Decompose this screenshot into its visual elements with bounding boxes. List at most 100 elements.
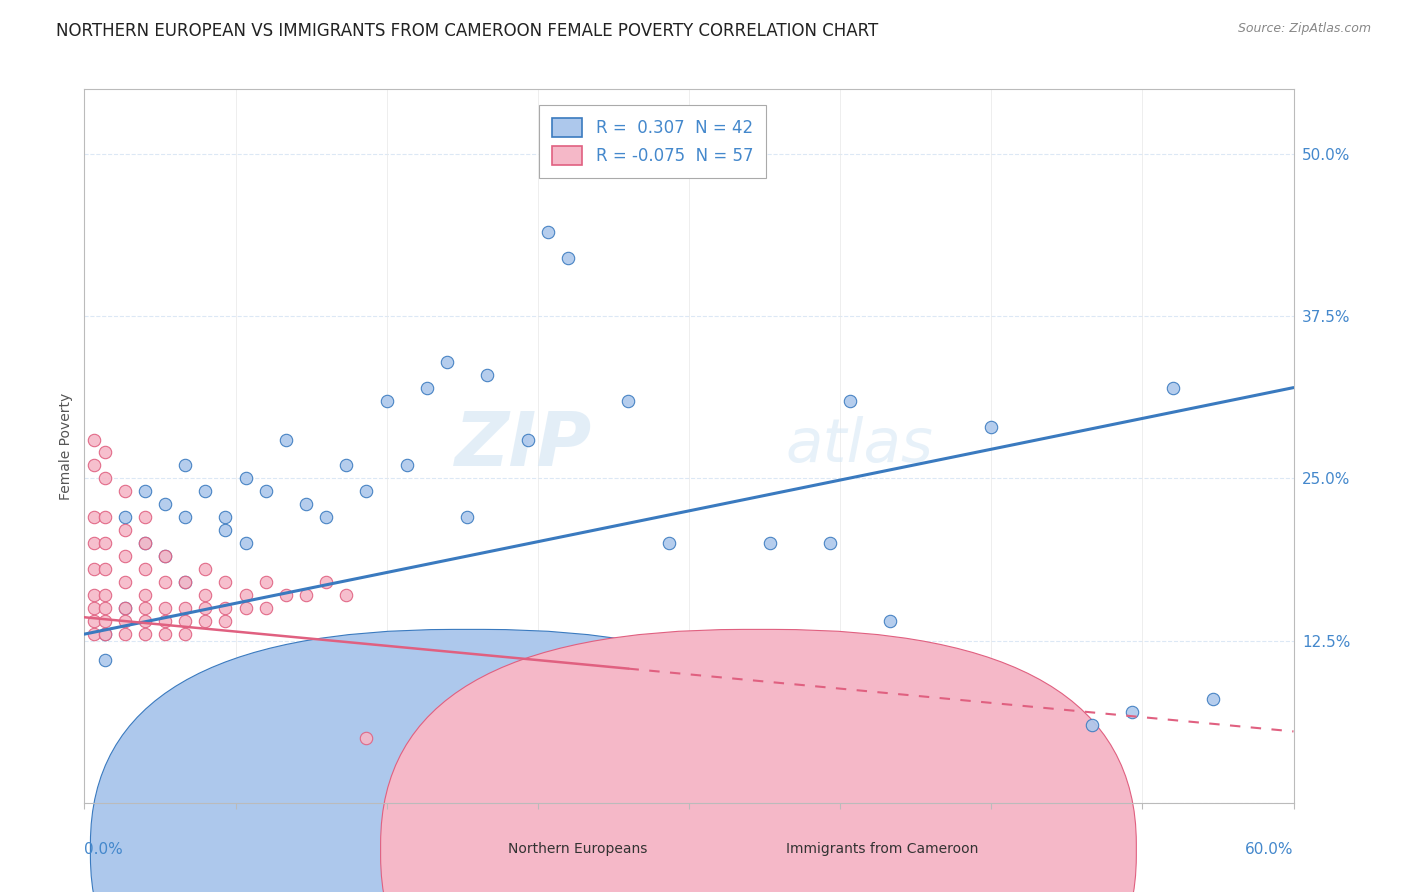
- Point: [174, 458, 197, 473]
- Point: [214, 575, 236, 590]
- Point: [356, 731, 378, 745]
- Point: [335, 588, 357, 602]
- Point: [153, 627, 176, 641]
- Point: [1121, 705, 1143, 719]
- Point: [516, 433, 538, 447]
- Point: [1202, 692, 1225, 706]
- Y-axis label: Female Poverty: Female Poverty: [59, 392, 73, 500]
- Point: [93, 627, 115, 641]
- Point: [114, 575, 136, 590]
- Point: [537, 225, 560, 239]
- Point: [134, 588, 156, 602]
- FancyBboxPatch shape: [381, 630, 1136, 892]
- Point: [153, 601, 176, 615]
- Point: [83, 536, 105, 550]
- Point: [235, 536, 257, 550]
- Point: [93, 562, 115, 576]
- Point: [416, 381, 439, 395]
- Point: [818, 536, 841, 550]
- Point: [134, 536, 156, 550]
- Point: [335, 458, 357, 473]
- Point: [134, 614, 156, 628]
- Point: [93, 627, 115, 641]
- Point: [83, 588, 105, 602]
- Point: [93, 510, 115, 524]
- Point: [83, 562, 105, 576]
- Point: [295, 588, 318, 602]
- Point: [134, 627, 156, 641]
- Text: 60.0%: 60.0%: [1246, 842, 1294, 857]
- Point: [254, 575, 277, 590]
- Point: [254, 484, 277, 499]
- Point: [93, 653, 115, 667]
- Point: [114, 549, 136, 564]
- Point: [456, 510, 478, 524]
- Point: [477, 368, 499, 382]
- Point: [134, 484, 156, 499]
- Text: NORTHERN EUROPEAN VS IMMIGRANTS FROM CAMEROON FEMALE POVERTY CORRELATION CHART: NORTHERN EUROPEAN VS IMMIGRANTS FROM CAM…: [56, 22, 879, 40]
- Point: [93, 471, 115, 485]
- FancyBboxPatch shape: [90, 630, 846, 892]
- Point: [214, 601, 236, 615]
- Point: [93, 588, 115, 602]
- Point: [83, 614, 105, 628]
- Point: [617, 393, 640, 408]
- Point: [174, 575, 197, 590]
- Point: [395, 458, 418, 473]
- Point: [1161, 381, 1184, 395]
- Point: [315, 510, 337, 524]
- Point: [114, 484, 136, 499]
- Point: [235, 601, 257, 615]
- Point: [254, 601, 277, 615]
- Point: [758, 536, 780, 550]
- Point: [194, 601, 217, 615]
- Text: atlas: atlas: [786, 417, 934, 475]
- Point: [235, 588, 257, 602]
- Point: [658, 536, 681, 550]
- Point: [114, 627, 136, 641]
- Point: [114, 601, 136, 615]
- Point: [153, 497, 176, 511]
- Point: [295, 497, 318, 511]
- Point: [839, 393, 862, 408]
- Point: [93, 445, 115, 459]
- Point: [153, 575, 176, 590]
- Point: [557, 251, 579, 265]
- Point: [153, 614, 176, 628]
- Point: [93, 601, 115, 615]
- Point: [93, 614, 115, 628]
- Point: [114, 601, 136, 615]
- Point: [235, 471, 257, 485]
- Point: [83, 433, 105, 447]
- Point: [375, 393, 398, 408]
- Point: [214, 510, 236, 524]
- Text: Northern Europeans: Northern Europeans: [508, 842, 647, 856]
- Point: [134, 536, 156, 550]
- Point: [980, 419, 1002, 434]
- Point: [879, 614, 901, 628]
- Point: [194, 484, 217, 499]
- Point: [134, 562, 156, 576]
- Point: [83, 601, 105, 615]
- Point: [153, 549, 176, 564]
- Text: Immigrants from Cameroon: Immigrants from Cameroon: [786, 842, 979, 856]
- Point: [274, 588, 297, 602]
- Point: [174, 575, 197, 590]
- Point: [153, 549, 176, 564]
- Point: [114, 510, 136, 524]
- Point: [356, 484, 378, 499]
- Point: [134, 601, 156, 615]
- Point: [194, 562, 217, 576]
- Point: [174, 510, 197, 524]
- Point: [114, 524, 136, 538]
- Point: [315, 575, 337, 590]
- Text: 0.0%: 0.0%: [84, 842, 124, 857]
- Point: [174, 601, 197, 615]
- Point: [93, 536, 115, 550]
- Text: ZIP: ZIP: [456, 409, 592, 483]
- Point: [436, 354, 458, 368]
- Point: [134, 510, 156, 524]
- Point: [83, 510, 105, 524]
- Point: [174, 627, 197, 641]
- Point: [83, 458, 105, 473]
